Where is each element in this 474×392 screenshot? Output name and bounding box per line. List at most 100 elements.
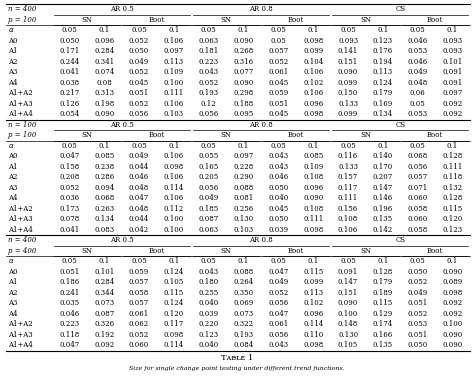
- Text: AR 0.5: AR 0.5: [110, 5, 134, 13]
- Text: 0.056: 0.056: [408, 163, 428, 171]
- Text: 0.043: 0.043: [268, 341, 289, 349]
- Text: 0.090: 0.090: [442, 268, 463, 276]
- Text: 0.044: 0.044: [129, 215, 149, 223]
- Text: 0.1: 0.1: [238, 26, 249, 34]
- Text: CS: CS: [395, 121, 405, 129]
- Text: 0.044: 0.044: [129, 163, 149, 171]
- Text: 0.151: 0.151: [338, 58, 358, 66]
- Text: 0.040: 0.040: [199, 299, 219, 307]
- Text: 0.090: 0.090: [234, 37, 254, 45]
- Text: 0.103: 0.103: [234, 226, 254, 234]
- Text: 0.05: 0.05: [271, 142, 286, 150]
- Text: 0.290: 0.290: [234, 173, 254, 181]
- Text: 0.054: 0.054: [59, 110, 80, 118]
- Text: AR 0.5: AR 0.5: [110, 121, 134, 129]
- Text: 0.058: 0.058: [408, 205, 428, 213]
- Text: 0.126: 0.126: [59, 100, 80, 108]
- Text: 0.128: 0.128: [373, 268, 393, 276]
- Text: 0.117: 0.117: [338, 184, 358, 192]
- Text: 0.043: 0.043: [268, 152, 289, 160]
- Text: 0.050: 0.050: [129, 47, 149, 55]
- Text: 0.046: 0.046: [59, 310, 80, 318]
- Text: A3: A3: [8, 184, 18, 192]
- Text: 0.128: 0.128: [442, 194, 463, 202]
- Text: SN: SN: [221, 247, 232, 255]
- Text: 0.156: 0.156: [338, 205, 358, 213]
- Text: CS: CS: [395, 5, 405, 13]
- Text: 0.036: 0.036: [59, 194, 80, 202]
- Text: 0.084: 0.084: [234, 341, 254, 349]
- Text: 0.238: 0.238: [94, 163, 114, 171]
- Text: 0.147: 0.147: [338, 278, 358, 286]
- Text: 0.134: 0.134: [94, 215, 114, 223]
- Text: 0.039: 0.039: [268, 226, 289, 234]
- Text: 0.049: 0.049: [129, 58, 149, 66]
- Text: 0.060: 0.060: [129, 341, 149, 349]
- Text: 0.108: 0.108: [338, 215, 358, 223]
- Text: Boot: Boot: [288, 131, 304, 139]
- Text: A1+A2: A1+A2: [8, 205, 33, 213]
- Text: 0.181: 0.181: [199, 47, 219, 55]
- Text: 0.1: 0.1: [238, 142, 249, 150]
- Text: 0.111: 0.111: [164, 89, 184, 97]
- Text: 0.041: 0.041: [59, 226, 80, 234]
- Text: 0.101: 0.101: [442, 58, 463, 66]
- Text: 0.052: 0.052: [408, 310, 428, 318]
- Text: 0.180: 0.180: [199, 278, 219, 286]
- Text: 0.220: 0.220: [199, 320, 219, 328]
- Text: 0.106: 0.106: [164, 173, 184, 181]
- Text: 0.100: 0.100: [164, 79, 184, 87]
- Text: 0.118: 0.118: [442, 173, 463, 181]
- Text: CS: CS: [395, 236, 405, 244]
- Text: 0.049: 0.049: [199, 194, 219, 202]
- Text: 0.284: 0.284: [94, 278, 114, 286]
- Text: 0.341: 0.341: [94, 58, 114, 66]
- Text: 0.223: 0.223: [199, 58, 219, 66]
- Text: 0.344: 0.344: [94, 289, 114, 297]
- Text: 0.046: 0.046: [268, 173, 289, 181]
- Text: 0.135: 0.135: [373, 341, 393, 349]
- Text: 0.051: 0.051: [59, 268, 80, 276]
- Text: 0.043: 0.043: [199, 68, 219, 76]
- Text: 0.090: 0.090: [94, 110, 114, 118]
- Text: 0.264: 0.264: [234, 278, 254, 286]
- Text: AR 0.5: AR 0.5: [110, 236, 134, 244]
- Text: 0.073: 0.073: [234, 310, 254, 318]
- Text: 0.05: 0.05: [62, 26, 77, 34]
- Text: 0.043: 0.043: [199, 268, 219, 276]
- Text: 0.268: 0.268: [234, 47, 254, 55]
- Text: 0.055: 0.055: [199, 152, 219, 160]
- Text: 0.053: 0.053: [408, 320, 428, 328]
- Text: 0.223: 0.223: [59, 320, 80, 328]
- Text: 0.105: 0.105: [164, 278, 184, 286]
- Text: 0.095: 0.095: [234, 110, 254, 118]
- Text: 0.298: 0.298: [234, 89, 254, 97]
- Text: 0.042: 0.042: [129, 226, 149, 234]
- Text: Boot: Boot: [148, 247, 164, 255]
- Text: 0.058: 0.058: [129, 289, 149, 297]
- Text: 0.090: 0.090: [234, 79, 254, 87]
- Text: 0.061: 0.061: [268, 68, 289, 76]
- Text: 0.124: 0.124: [373, 79, 393, 87]
- Text: 0.050: 0.050: [59, 37, 80, 45]
- Text: 0.124: 0.124: [164, 299, 184, 307]
- Text: AR 0.8: AR 0.8: [249, 121, 273, 129]
- Text: 0.088: 0.088: [234, 268, 254, 276]
- Text: 0.193: 0.193: [234, 331, 254, 339]
- Text: 0.1: 0.1: [99, 257, 110, 265]
- Text: n = 400: n = 400: [8, 5, 36, 13]
- Text: 0.091: 0.091: [442, 79, 463, 87]
- Text: A1: A1: [8, 47, 18, 55]
- Text: 0.05: 0.05: [271, 37, 286, 45]
- Text: 0.1: 0.1: [308, 142, 319, 150]
- Text: 0.078: 0.078: [59, 215, 80, 223]
- Text: 0.077: 0.077: [234, 68, 254, 76]
- Text: 0.169: 0.169: [373, 100, 393, 108]
- Text: 0.171: 0.171: [59, 47, 80, 55]
- Text: 0.062: 0.062: [129, 320, 149, 328]
- Text: 0.046: 0.046: [408, 58, 428, 66]
- Text: A1+A4: A1+A4: [8, 226, 33, 234]
- Text: 0.097: 0.097: [442, 89, 463, 97]
- Text: 0.208: 0.208: [59, 173, 80, 181]
- Text: A2: A2: [8, 58, 18, 66]
